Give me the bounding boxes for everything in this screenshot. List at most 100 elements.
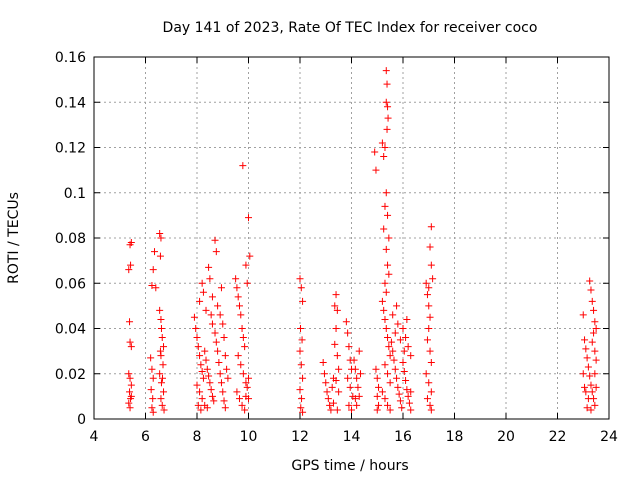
data-point: [423, 336, 431, 344]
data-point: [298, 395, 306, 403]
data-point: [241, 406, 249, 414]
data-point: [149, 374, 157, 382]
data-point: [151, 248, 159, 256]
data-point: [426, 401, 434, 409]
data-point: [579, 311, 587, 319]
data-point: [127, 261, 135, 269]
data-point: [211, 236, 219, 244]
data-point: [328, 383, 336, 391]
data-point: [232, 275, 240, 283]
data-point: [197, 361, 205, 369]
data-point: [127, 239, 135, 247]
data-point: [355, 347, 363, 355]
data-point: [385, 270, 393, 278]
data-point: [194, 401, 202, 409]
data-point: [381, 315, 389, 323]
data-point: [394, 383, 402, 391]
data-point: [126, 374, 134, 382]
data-point: [389, 347, 397, 355]
data-point: [381, 202, 389, 210]
data-point: [221, 352, 229, 360]
data-point: [160, 343, 168, 351]
data-point: [402, 334, 410, 342]
data-point: [382, 189, 390, 197]
data-point: [157, 379, 165, 387]
data-point: [220, 397, 228, 405]
data-point: [238, 325, 246, 332]
data-point: [382, 98, 390, 106]
data-point: [425, 325, 433, 332]
data-point: [427, 358, 435, 366]
data-point: [127, 343, 135, 351]
data-point: [586, 277, 594, 285]
data-point: [239, 162, 247, 170]
data-point: [382, 245, 390, 253]
data-point: [407, 388, 415, 396]
data-point: [381, 144, 389, 151]
data-point: [425, 302, 433, 310]
data-point: [425, 379, 433, 387]
data-point: [407, 352, 415, 360]
data-point: [591, 401, 599, 409]
data-point: [381, 361, 389, 369]
data-point: [152, 284, 160, 292]
data-point: [203, 404, 211, 412]
data-point: [216, 311, 224, 319]
data-point: [299, 408, 307, 416]
data-point: [212, 338, 220, 346]
data-point: [333, 406, 341, 414]
y-tick-label: 0.06: [55, 276, 86, 292]
data-point: [391, 329, 399, 337]
data-point: [333, 306, 341, 314]
data-point: [196, 388, 204, 396]
data-point: [235, 395, 243, 403]
data-point: [194, 343, 202, 351]
data-point: [147, 386, 155, 394]
y-axis-label: ROTI / TECUs: [6, 192, 22, 284]
data-point: [332, 325, 340, 332]
data-point: [423, 291, 431, 299]
data-point: [202, 306, 210, 314]
data-point: [160, 406, 168, 414]
data-point: [196, 352, 204, 360]
x-tick-label: 18: [446, 429, 464, 445]
data-point: [592, 325, 600, 332]
data-point: [582, 388, 590, 396]
data-point: [156, 347, 164, 355]
data-point: [398, 404, 406, 412]
data-point: [588, 338, 596, 346]
y-tick-label: 0.16: [55, 50, 86, 66]
data-point: [384, 334, 392, 342]
data-point: [396, 397, 404, 405]
x-axis-label: GPS time / hours: [291, 458, 408, 474]
y-tick-label: 0: [77, 412, 86, 428]
data-point: [372, 166, 380, 174]
data-point: [582, 345, 590, 353]
data-point: [199, 288, 207, 296]
data-point: [384, 211, 392, 219]
data-point: [583, 404, 591, 412]
data-point: [385, 343, 393, 351]
data-point: [242, 261, 250, 269]
data-point: [324, 395, 332, 403]
data-point: [237, 361, 245, 369]
data-point: [581, 336, 589, 344]
data-point: [190, 313, 198, 321]
data-point: [393, 302, 401, 310]
data-point: [393, 374, 401, 382]
data-point: [206, 275, 214, 283]
data-point: [423, 395, 431, 403]
data-point: [319, 358, 327, 366]
data-point: [323, 388, 331, 396]
y-tick-label: 0.04: [55, 322, 86, 338]
x-tick-label: 14: [343, 429, 361, 445]
data-point: [245, 374, 252, 382]
data-point: [205, 263, 213, 271]
data-point: [192, 325, 200, 332]
chart-title: Day 141 of 2023, Rate Of TEC Index for r…: [163, 20, 538, 36]
x-tick-label: 10: [240, 429, 258, 445]
data-point: [591, 370, 599, 378]
data-point: [205, 372, 213, 380]
data-point: [588, 388, 596, 396]
data-point: [159, 361, 167, 369]
